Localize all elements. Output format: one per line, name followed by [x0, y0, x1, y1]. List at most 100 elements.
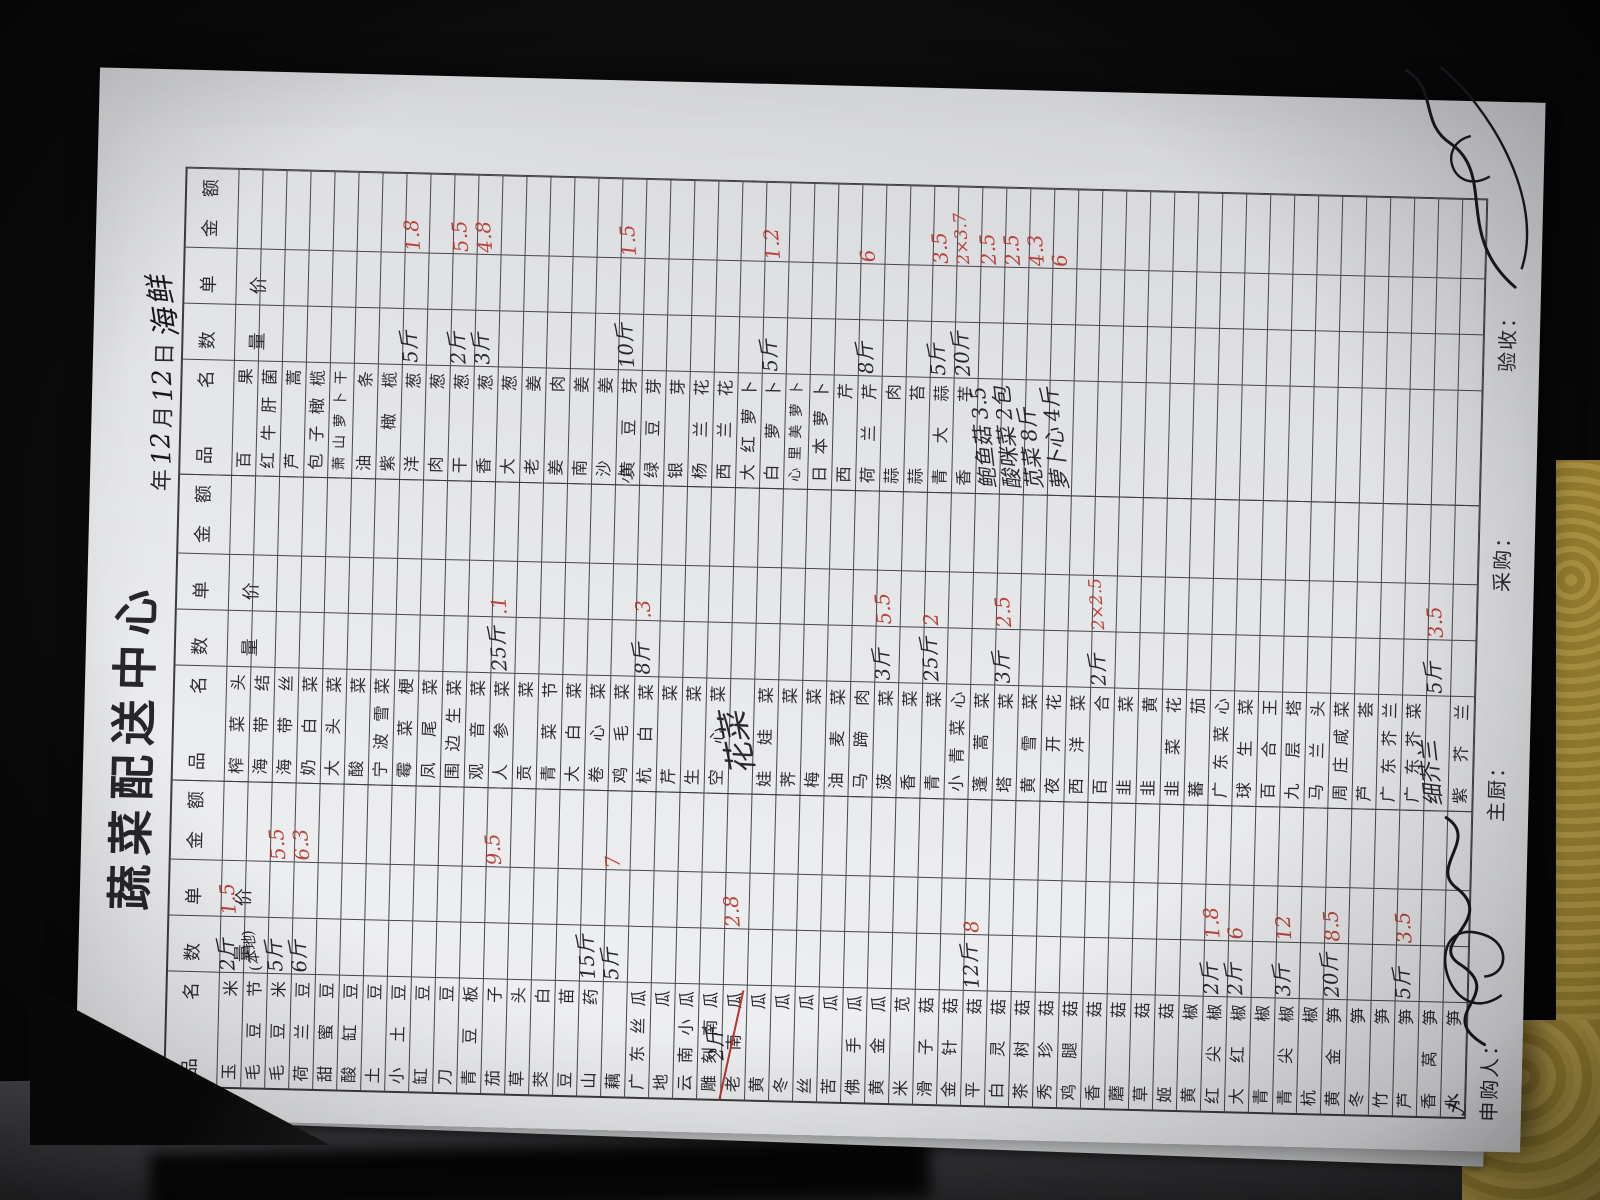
price-cell — [1037, 879, 1063, 937]
price-cell — [740, 260, 766, 317]
qty-cell — [411, 920, 438, 977]
item-name-cell: 海带结 — [248, 666, 276, 783]
item-name-cell: 草菇 — [1128, 993, 1156, 1110]
amount-cell — [894, 797, 921, 877]
qty-cell — [1218, 327, 1245, 385]
amount-cell — [566, 483, 593, 563]
price-cell — [780, 567, 807, 624]
amount-cell — [405, 173, 432, 253]
price-cell — [540, 561, 567, 619]
item-name-cell: 香芋 — [951, 377, 979, 495]
qty-cell — [522, 310, 549, 368]
item-name-cell — [1215, 383, 1243, 501]
qty-cell — [827, 624, 853, 682]
qty-cell — [419, 614, 445, 672]
amount-cell — [782, 488, 808, 568]
item-name-cell: 冬瓜 — [769, 985, 796, 1101]
item-name-cell — [1023, 379, 1051, 496]
price-cell — [836, 262, 862, 320]
item-name-cell: 广东丝瓜 — [625, 981, 652, 1098]
amount-cell — [1213, 498, 1240, 579]
price-cell — [524, 254, 550, 312]
price-cell — [1164, 576, 1190, 634]
qty-cell — [291, 917, 318, 975]
amount-cell — [758, 487, 784, 568]
amount-cell — [294, 782, 321, 863]
price-cell — [548, 255, 574, 313]
amount-cell — [549, 176, 576, 257]
amount-cell — [1053, 188, 1080, 269]
amount-cell — [1221, 192, 1248, 273]
price-cell — [428, 252, 454, 310]
price-cell — [572, 256, 598, 313]
qty-cell — [570, 312, 597, 369]
item-name-cell — [1119, 381, 1147, 499]
amount-cell — [1453, 504, 1480, 585]
price-cell — [948, 571, 974, 628]
qty-cell — [1323, 942, 1350, 1000]
item-name-cell: 大头菜 — [320, 668, 348, 785]
header-cell: 数量 — [175, 608, 261, 666]
amount-cell — [1461, 198, 1488, 279]
qty-cell — [347, 612, 373, 670]
item-name-cell: 小青菜心 — [944, 683, 972, 800]
qty-cell — [1355, 637, 1381, 694]
amount-cell — [830, 489, 856, 570]
price-cell — [1244, 272, 1270, 330]
price-cell — [749, 872, 775, 930]
amount-cell — [366, 784, 393, 864]
qty-cell — [1403, 638, 1429, 696]
qty-cell — [851, 625, 877, 682]
qty-cell — [483, 922, 510, 979]
price-cell — [1332, 580, 1358, 638]
qty-cell — [435, 920, 462, 978]
qty-cell — [1371, 943, 1398, 1001]
price-cell — [1349, 887, 1375, 944]
qty-cell — [315, 918, 342, 975]
handwritten-day-value: 12 — [147, 368, 180, 403]
price-cell — [1363, 275, 1390, 333]
item-name-cell: 广东菜心 — [1208, 689, 1236, 807]
qty-cell — [378, 307, 405, 364]
amount-cell — [486, 787, 513, 867]
amount-cell — [726, 793, 753, 873]
qty-cell — [666, 314, 693, 372]
amount-cell — [414, 785, 441, 866]
qty-cell — [978, 322, 1005, 379]
item-name-cell: 荷兰芹 — [855, 375, 883, 492]
price-cell — [884, 263, 910, 321]
price-cell — [708, 565, 735, 623]
amount-cell — [918, 797, 945, 878]
qty-cell — [515, 616, 541, 674]
amount-cell — [1446, 810, 1473, 891]
qty-cell — [594, 312, 621, 370]
amount-cell — [1005, 187, 1032, 268]
amount-cell — [1230, 805, 1257, 885]
header-cell: 数量 — [168, 914, 254, 972]
item-name-cell: 秀珍菇 — [1032, 991, 1060, 1108]
price-cell — [1013, 879, 1039, 936]
amount-cell — [333, 171, 360, 251]
amount-cell — [870, 796, 897, 877]
amount-cell — [1365, 196, 1392, 277]
price-cell — [1404, 582, 1430, 640]
price-cell — [996, 572, 1022, 630]
price-cell — [509, 866, 535, 924]
item-name-cell: 平菇 — [960, 989, 988, 1106]
price-cell — [557, 867, 583, 925]
qty-cell — [923, 626, 949, 684]
qty-cell — [1362, 331, 1388, 389]
qty-cell — [803, 623, 829, 681]
item-name-cell: 干葱 — [448, 365, 475, 482]
price-cell — [668, 258, 694, 316]
price-cell — [437, 865, 463, 922]
price-cell — [1301, 886, 1327, 943]
qty-cell — [947, 627, 973, 684]
qty-cell — [690, 315, 717, 372]
item-name-cell: 荠菜 — [776, 679, 804, 796]
price-cell — [828, 568, 855, 626]
qty-cell — [1203, 939, 1230, 997]
qty-cell — [339, 918, 366, 976]
price-cell — [1380, 581, 1406, 639]
qty-cell — [1035, 935, 1062, 993]
